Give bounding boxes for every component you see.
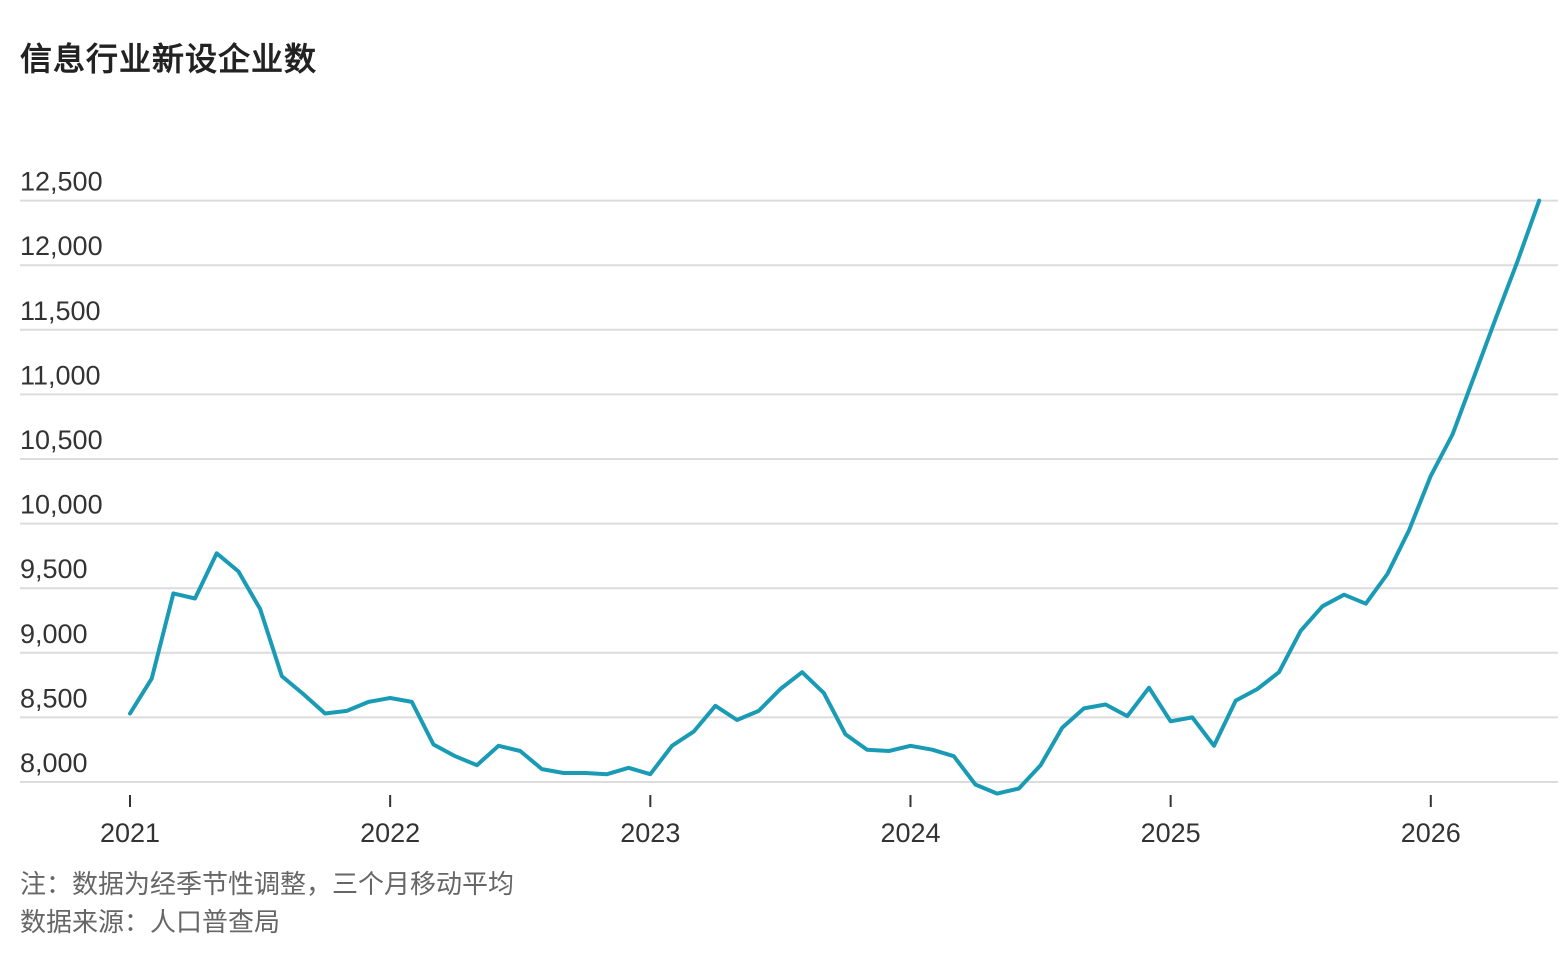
grid-lines bbox=[20, 199, 1558, 783]
x-tick-label: 2023 bbox=[620, 818, 680, 848]
y-tick-label: 12,500 bbox=[20, 167, 103, 197]
y-axis-ticks: 8,000 8,500 9,000 9,500 10,000 10,500 11,000 11… bbox=[20, 167, 103, 778]
series-group bbox=[128, 198, 1542, 796]
line-chart: 8,000 8,500 9,000 9,500 10,000 10,500 11,000 11… bbox=[20, 167, 1558, 848]
y-tick-label: 8,000 bbox=[20, 748, 88, 778]
y-tick-label: 11,500 bbox=[20, 296, 101, 326]
source-note: 数据来源：人口普查局 bbox=[20, 908, 281, 938]
adjustment-note: 注：数据为经季节性调整，三个月移动平均 bbox=[20, 870, 515, 900]
x-tick-label: 2022 bbox=[360, 818, 420, 848]
y-tick-label: 10,000 bbox=[20, 490, 103, 520]
y-tick-label: 9,000 bbox=[20, 619, 88, 649]
x-tick-label: 2024 bbox=[880, 818, 940, 848]
y-tick-label: 8,500 bbox=[20, 683, 88, 713]
y-tick-label: 12,000 bbox=[20, 231, 103, 261]
x-tick-label: 2025 bbox=[1141, 818, 1201, 848]
y-tick-label: 10,500 bbox=[20, 425, 103, 455]
chart-title: 信息行业新设企业数 bbox=[20, 40, 318, 78]
x-tick-label: 2021 bbox=[100, 818, 160, 848]
series-line bbox=[128, 198, 1542, 796]
y-tick-label: 9,500 bbox=[20, 554, 88, 584]
x-axis: 2021 2022 2023 2024 2025 2026 bbox=[100, 795, 1461, 848]
y-tick-label: 11,000 bbox=[20, 360, 101, 390]
x-tick-label: 2026 bbox=[1401, 818, 1461, 848]
